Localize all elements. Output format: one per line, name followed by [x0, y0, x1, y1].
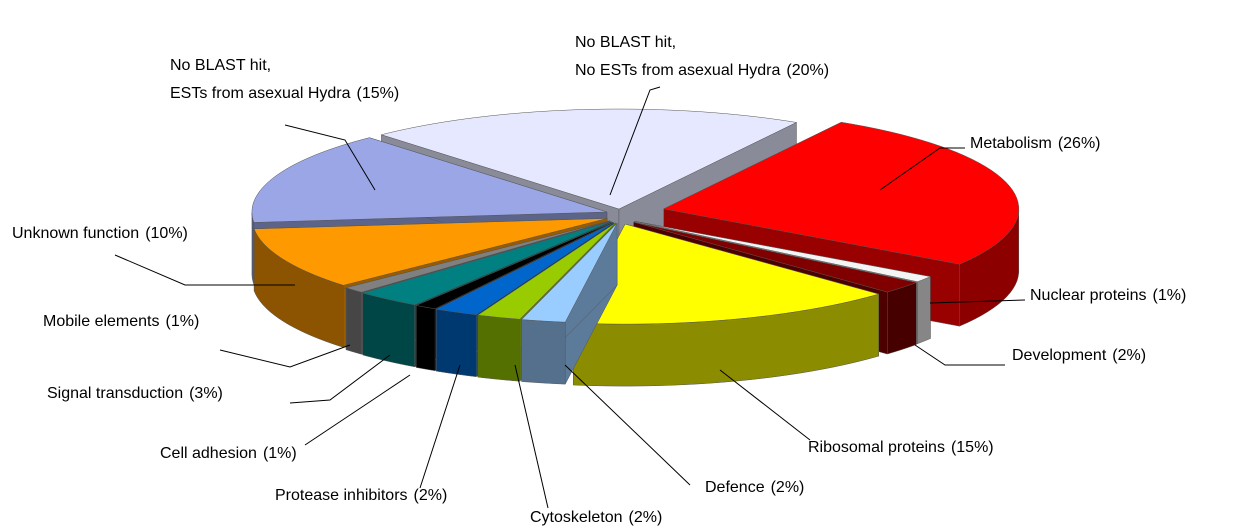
label-line: No BLAST hit,: [170, 57, 271, 74]
slice-label: Nuclear proteins (1%): [1030, 287, 1186, 304]
slice-wall: [477, 314, 521, 382]
label-line: ESTs from asexual Hydra: [170, 85, 351, 102]
slice-top: [572, 223, 880, 325]
category-name: Protease inhibitors: [275, 487, 408, 504]
label-line: Cytoskeleton: [530, 509, 623, 526]
slice-top: [251, 137, 608, 223]
category-name: Metabolism: [970, 135, 1052, 152]
slice-wall: [887, 282, 917, 355]
slice-label: Development (2%): [1012, 347, 1146, 364]
slice-top: [633, 221, 918, 293]
label-line: Cell adhesion: [160, 445, 257, 462]
label-line: Defence: [705, 479, 765, 496]
slice-top: [663, 121, 1020, 265]
value-label: (15%): [951, 439, 994, 456]
leader-line: [304, 374, 411, 446]
value-label: (2%): [629, 509, 663, 526]
slice-wall: [436, 308, 477, 377]
category-name: Signal transduction: [47, 385, 183, 402]
leader-line: [419, 364, 461, 489]
value-label: (26%): [1058, 135, 1101, 152]
slice-wall: [345, 287, 362, 355]
label-line: Unknown function: [12, 225, 139, 242]
slice-label: Unknown function (10%): [12, 225, 188, 242]
category-name: Cytoskeleton: [530, 509, 623, 526]
value-label: (2%): [414, 487, 448, 504]
leader-line: [609, 86, 661, 196]
leader-line: [289, 354, 391, 404]
slice-top: [634, 221, 932, 282]
leader-line: [719, 369, 811, 441]
slice-label: Signal transduction (3%): [47, 385, 223, 402]
slice-wall: [251, 213, 255, 285]
label-line: Signal transduction: [47, 385, 183, 402]
slice-label: Metabolism (26%): [970, 135, 1101, 152]
value-label: (1%): [263, 445, 297, 462]
leader-line: [114, 254, 295, 286]
leader-line: [564, 364, 691, 486]
value-label: (2%): [1112, 347, 1146, 364]
slice-label: Defence (2%): [705, 479, 804, 496]
category-name: Ribosomal proteins: [808, 439, 945, 456]
value-label: (15%): [357, 85, 400, 102]
slice-label: Ribosomal proteins (15%): [808, 439, 994, 456]
slice-wall: [917, 276, 931, 345]
slice-top: [253, 218, 608, 286]
category-name: Cell adhesion: [160, 445, 257, 462]
value-label: (3%): [189, 385, 223, 402]
label-line: Mobile elements: [43, 313, 160, 330]
slice: [521, 222, 618, 385]
leader-line: [514, 364, 549, 509]
leader-line: [219, 344, 351, 368]
category-name: No BLAST hit, No ESTs from asexual Hydra: [575, 34, 781, 79]
slice-wall: [415, 305, 436, 372]
category-name: Mobile elements: [43, 313, 160, 330]
category-name: Development: [1012, 347, 1107, 364]
slice-label: Cell adhesion (1%): [160, 445, 297, 462]
slice-label: No BLAST hit, ESTs from asexual Hydra (15%…: [170, 57, 399, 102]
category-name: Unknown function: [12, 225, 139, 242]
slice-top: [380, 108, 798, 210]
label-line: Development: [1012, 347, 1107, 364]
label-line: Ribosomal proteins: [808, 439, 945, 456]
slice-top: [345, 220, 610, 293]
label-line: Metabolism: [970, 135, 1052, 152]
slice-top: [435, 222, 614, 315]
value-label: (20%): [786, 62, 829, 79]
slice-label: Cytoskeleton (2%): [530, 509, 662, 526]
slice-top: [477, 222, 616, 320]
value-label: (2%): [771, 479, 805, 496]
label-line: No BLAST hit,: [575, 34, 676, 51]
value-label: (10%): [145, 225, 188, 242]
leader-line: [914, 344, 1005, 366]
slice-label: No BLAST hit, No ESTs from asexual Hydra (…: [575, 34, 829, 79]
slice-top: [361, 221, 612, 306]
leader-line: [284, 124, 376, 191]
slice-label: Protease inhibitors (2%): [275, 487, 447, 504]
category-name: Nuclear proteins: [1030, 287, 1147, 304]
label-line: No ESTs from asexual Hydra: [575, 62, 781, 79]
category-name: No BLAST hit, ESTs from asexual Hydra: [170, 57, 351, 102]
value-label: (1%): [166, 313, 200, 330]
leader-line: [929, 299, 1026, 304]
value-label: (1%): [1153, 287, 1187, 304]
label-line: Nuclear proteins: [1030, 287, 1147, 304]
leader-line: [879, 147, 965, 191]
slice-top: [521, 223, 618, 323]
category-name: Defence: [705, 479, 765, 496]
slice-wall: [521, 319, 566, 385]
slice-top: [415, 221, 613, 310]
slice-label: Mobile elements (1%): [43, 313, 199, 330]
label-line: Protease inhibitors: [275, 487, 408, 504]
